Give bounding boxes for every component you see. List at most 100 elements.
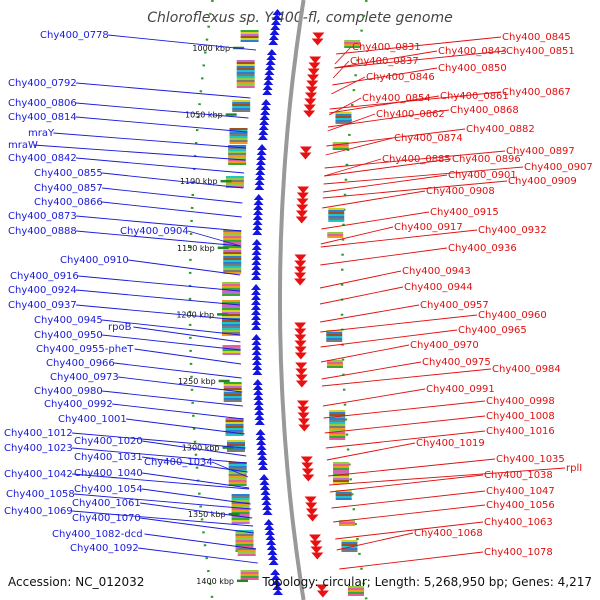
gene-leader-line-right — [319, 286, 404, 305]
forward-gene-arrow — [269, 29, 280, 35]
forward-gene-arrow — [253, 394, 264, 400]
gene-leader-line-right — [319, 270, 402, 289]
gene-label-left: Chy400_1012 — [4, 428, 73, 439]
gene-label-left: Chy400_1034 — [144, 457, 213, 468]
genome-backbone-layer — [188, 0, 368, 600]
forward-gene-arrow — [253, 404, 264, 410]
gene-label-right: Chy400_0932 — [478, 225, 547, 236]
feature-stripe — [222, 308, 240, 310]
forward-gene-arrow — [254, 414, 265, 420]
forward-gene-arrow — [270, 574, 281, 580]
feature-stripe — [326, 362, 343, 364]
reverse-gene-arrow — [294, 260, 307, 268]
reverse-gene-arrow — [297, 406, 310, 414]
feature-stripe — [222, 330, 240, 332]
feature-stripe — [328, 212, 345, 214]
gene-leader-line-left — [76, 82, 251, 99]
gene-leader-line-right — [320, 329, 458, 348]
feature-stripe — [335, 122, 352, 124]
kbp-position-label: 1200 kbp — [176, 310, 214, 319]
reverse-gene-arrow — [297, 186, 310, 194]
gene-label-right: Chy400_0998 — [486, 396, 555, 407]
gene-label-left: Chy400_0792 — [8, 78, 77, 89]
forward-gene-arrow — [258, 124, 269, 130]
feature-stripe — [329, 418, 346, 420]
feature-stripe — [222, 328, 240, 330]
reverse-gene-arrow — [315, 584, 328, 592]
gene-leader-line-left — [76, 116, 248, 133]
gene-leader-line-left — [118, 376, 243, 393]
reverse-gene-arrow — [299, 152, 312, 160]
feature-stripe — [223, 232, 242, 234]
gene-leader-line-right — [322, 180, 508, 199]
forward-gene-arrow — [267, 549, 278, 555]
feature-stripe — [236, 64, 255, 66]
feature-stripe — [326, 336, 343, 338]
forward-gene-arrow — [256, 154, 267, 160]
forward-gene-arrow — [253, 399, 264, 405]
feature-stripe — [232, 110, 251, 112]
reverse-gene-arrow — [304, 98, 317, 106]
forward-gene-arrow — [266, 539, 277, 545]
gene-leader-line-right — [325, 137, 394, 156]
forward-gene-arrow — [252, 224, 263, 230]
feature-stripe — [223, 270, 242, 272]
reverse-gene-arrow — [311, 38, 324, 46]
gene-leader-line-right — [323, 400, 486, 419]
gene-label-left: Chy400_0806 — [8, 98, 77, 109]
feature-stripe — [222, 304, 240, 306]
gene-leader-line-right — [322, 190, 426, 209]
feature-stripe — [223, 386, 242, 388]
reverse-gene-arrow — [302, 474, 315, 482]
gene-label-left: Chy400_0888 — [8, 226, 77, 237]
feature-stripe — [225, 430, 244, 432]
feature-stripe — [329, 426, 346, 428]
feature-block — [237, 548, 256, 556]
gene-leader-line-left — [211, 461, 249, 478]
feature-stripe — [235, 534, 254, 536]
reverse-gene-arrow — [307, 74, 320, 82]
forward-gene-arrow — [265, 534, 276, 540]
gene-leader-line-left — [76, 215, 242, 232]
gene-leader-line-right — [339, 551, 484, 570]
feature-stripe — [235, 530, 254, 532]
feature-stripe — [223, 246, 242, 248]
feature-stripe — [333, 464, 350, 466]
gene-leader-line-right — [327, 113, 376, 132]
forward-gene-arrow — [268, 39, 279, 45]
feature-stripe — [232, 104, 251, 106]
feature-stripe — [335, 112, 352, 114]
feature-stripe — [338, 522, 355, 524]
reverse-gene-arrow — [310, 546, 323, 554]
feature-stripe — [223, 400, 242, 402]
gene-leader-line-right — [324, 158, 452, 177]
forward-gene-arrow — [252, 229, 263, 235]
feature-stripe — [223, 252, 242, 254]
forward-gene-arrow — [268, 559, 279, 565]
gene-leader-line-right — [336, 36, 502, 55]
reverse-gene-arrow — [309, 56, 322, 64]
gene-leader-line-right — [331, 76, 366, 95]
feature-stripe — [223, 392, 242, 394]
gene-label-right: Chy400_0868 — [450, 105, 519, 116]
feature-stripe — [326, 366, 343, 368]
feature-stripe — [223, 250, 242, 252]
feature-stripe — [344, 46, 361, 48]
gene-leader-line-left — [102, 201, 242, 218]
feature-stripe — [222, 286, 241, 288]
gene-leader-line-left — [102, 172, 244, 189]
forward-gene-arrow — [260, 104, 271, 110]
feature-stripe — [348, 592, 364, 594]
feature-stripe — [225, 428, 244, 430]
forward-gene-arrow — [251, 244, 262, 250]
forward-gene-arrow — [251, 274, 262, 280]
feature-stripe — [232, 100, 251, 102]
feature-stripe — [225, 184, 244, 186]
forward-gene-arrow — [251, 359, 262, 365]
gene-leader-line-right — [326, 442, 416, 461]
feature-stripe — [226, 450, 245, 452]
feature-stripe — [222, 351, 241, 353]
gene-leader-line-left — [142, 440, 247, 457]
gene-leader-line-left — [134, 348, 242, 365]
forward-gene-arrow — [263, 519, 274, 525]
